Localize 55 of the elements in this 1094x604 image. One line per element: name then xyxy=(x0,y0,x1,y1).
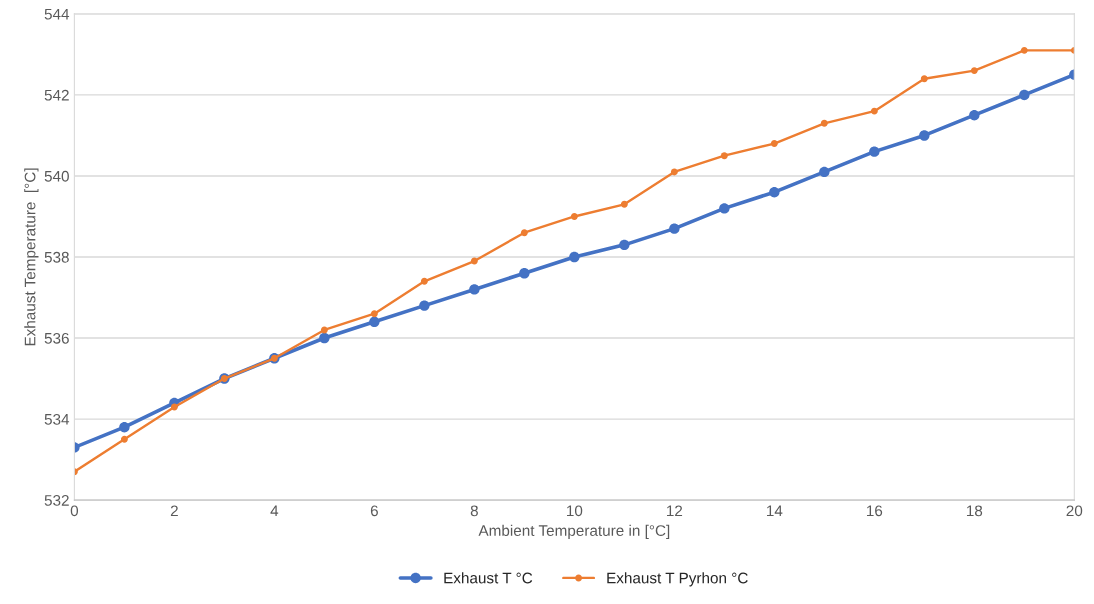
point xyxy=(669,223,680,234)
point xyxy=(819,166,830,178)
point xyxy=(170,403,178,411)
point xyxy=(820,119,828,127)
legend-label: Exhaust T Pyrhon °C xyxy=(607,572,748,587)
point xyxy=(970,67,978,75)
y-tick-label: 536 xyxy=(44,332,69,344)
x-tick-label: 6 xyxy=(370,505,378,517)
point xyxy=(619,239,630,251)
y-tick-label: 542 xyxy=(44,89,69,101)
point xyxy=(770,140,778,148)
point xyxy=(620,200,628,208)
point xyxy=(320,326,328,334)
point xyxy=(720,152,728,160)
point xyxy=(120,435,128,443)
x-tick-label: 10 xyxy=(567,505,583,517)
y-tick-label: 532 xyxy=(44,494,69,506)
point xyxy=(519,268,530,279)
point xyxy=(570,213,578,220)
x-tick-label: 14 xyxy=(767,505,783,517)
legend-label: Exhaust T °C xyxy=(444,572,533,584)
point xyxy=(369,316,380,328)
point xyxy=(469,284,480,295)
point xyxy=(370,310,378,318)
point xyxy=(719,203,730,214)
point xyxy=(869,146,880,157)
y-tick-label: 544 xyxy=(44,8,70,20)
y-axis-title: Exhaust Temperature [°C] xyxy=(24,168,39,346)
point xyxy=(420,277,428,285)
y-tick-label: 534 xyxy=(44,413,70,425)
x-tick-label: 0 xyxy=(70,505,79,517)
point xyxy=(919,130,930,141)
point xyxy=(870,107,878,115)
x-tick-label: 20 xyxy=(1066,505,1083,517)
point xyxy=(969,109,980,121)
x-tick-label: 12 xyxy=(667,505,683,517)
point xyxy=(1020,46,1028,54)
x-axis-title: Ambient Temperature in [°C] xyxy=(478,524,670,540)
point xyxy=(920,75,928,83)
x-tick-label: 2 xyxy=(170,505,178,517)
y-tick-label: 540 xyxy=(44,170,69,182)
point xyxy=(520,229,528,237)
point xyxy=(119,421,130,433)
point xyxy=(769,186,780,198)
point xyxy=(670,168,678,176)
x-tick-label: 16 xyxy=(866,505,883,517)
x-tick-label: 4 xyxy=(270,505,279,517)
point xyxy=(1019,89,1030,101)
x-tick-label: 18 xyxy=(966,505,983,517)
point xyxy=(470,257,478,265)
x-tick-label: 8 xyxy=(470,505,478,517)
y-tick-label: 538 xyxy=(44,251,69,263)
point xyxy=(419,300,430,311)
point xyxy=(569,251,580,263)
point xyxy=(319,332,330,344)
